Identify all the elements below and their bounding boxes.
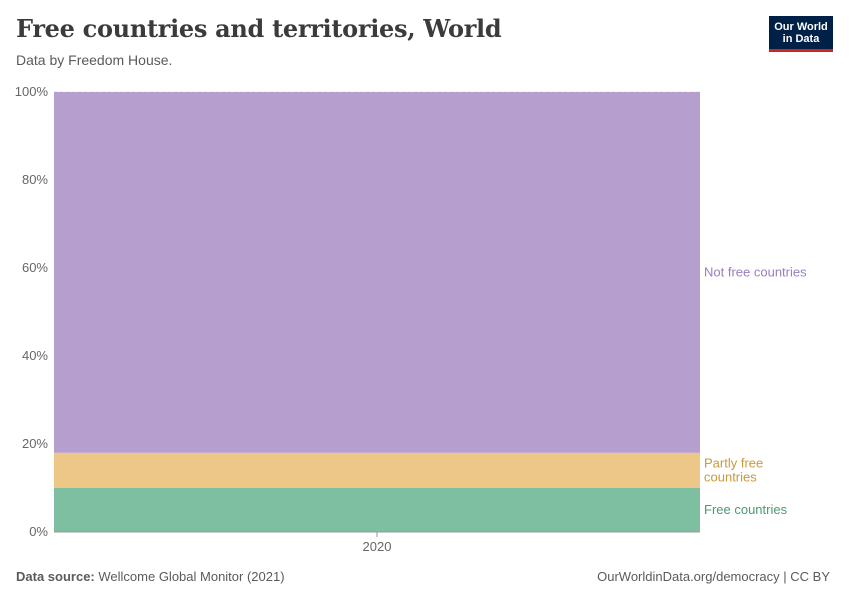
area-band-partly-free-countries [54, 452, 700, 488]
series-label: Partly free countries [704, 455, 763, 484]
source-label: Data source: [16, 569, 95, 584]
y-tick-label: 80% [22, 172, 48, 187]
y-tick-label: 60% [22, 260, 48, 275]
x-tick-label: 2020 [363, 539, 392, 554]
footer-source: Data source: Wellcome Global Monitor (20… [16, 569, 285, 584]
owid-logo[interactable]: Our World in Data [769, 16, 833, 52]
series-label: Not free countries [704, 264, 807, 279]
y-tick-label: 0% [29, 524, 48, 539]
stacked-area-chart: 0% 20% 40% 60% 80% 100% 2020 Free countries Part… [15, 84, 807, 554]
y-tick-label: 40% [22, 348, 48, 363]
chart-title: Free countries and territories, World [16, 14, 502, 43]
logo-line-2: in Data [782, 32, 820, 45]
area-band-not-free-countries [54, 92, 700, 453]
logo-line-1: Our World [774, 20, 828, 33]
source-value: Wellcome Global Monitor (2021) [98, 569, 285, 584]
footer-link[interactable]: OurWorldinData.org/democracy | CC BY [597, 569, 830, 584]
chart-subtitle: Data by Freedom House. [16, 52, 173, 68]
y-tick-label: 100% [15, 84, 49, 99]
y-tick-label: 20% [22, 436, 48, 451]
area-band-free-countries [54, 488, 700, 532]
series-label: Free countries [704, 502, 788, 517]
